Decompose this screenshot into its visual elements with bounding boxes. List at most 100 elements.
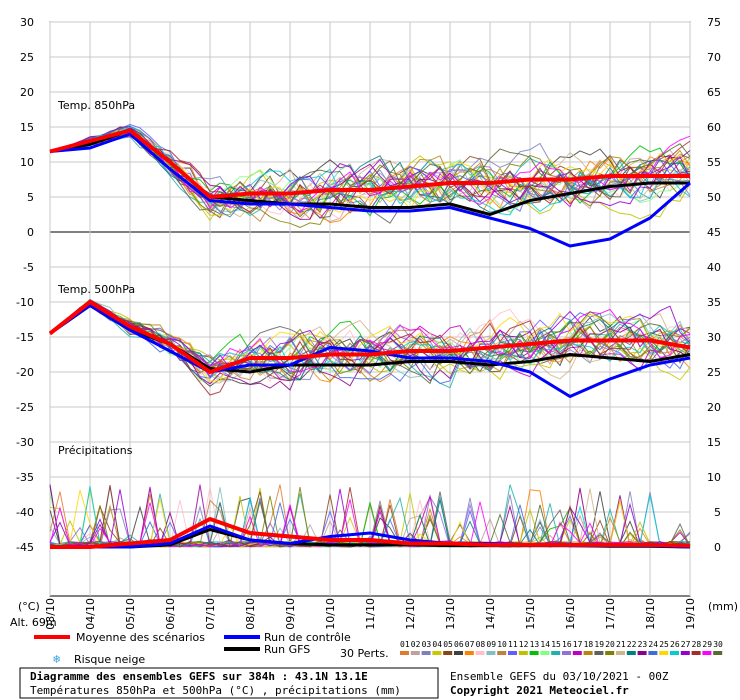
legend: Moyenne des scénarios Run de contrôle Ru… (34, 631, 723, 666)
pert-swatch (626, 651, 636, 655)
right-tick-label: 35 (707, 296, 721, 309)
x-tick-label: 18/10 (644, 598, 657, 630)
pert-number: 18 (584, 640, 594, 649)
left-tick-label: -10 (16, 296, 34, 309)
left-tick-label: 20 (20, 86, 34, 99)
left-tick-label: -5 (23, 261, 34, 274)
pert-number: 08 (476, 640, 486, 649)
right-tick-label: 30 (707, 331, 721, 344)
series-line-t500 (48, 300, 691, 374)
pert-swatch (605, 651, 615, 655)
left-unit-label: (°C) (18, 600, 40, 613)
pert-swatch (637, 651, 647, 655)
pert-number: 19 (594, 640, 604, 649)
pert-swatch (691, 651, 701, 655)
perturbation-line (49, 126, 691, 216)
x-tick-label: 09/10 (284, 598, 297, 630)
left-tick-label: 30 (20, 16, 34, 29)
pert-number: 02 (411, 640, 421, 649)
x-tick-label: 08/10 (244, 598, 257, 630)
pert-swatch (432, 651, 442, 655)
x-tick-label: 14/10 (484, 598, 497, 630)
left-tick-label: 25 (20, 51, 34, 64)
pert-swatch (475, 651, 485, 655)
x-tick-label: 13/10 (444, 598, 457, 630)
x-tick-label: 11/10 (364, 598, 377, 630)
pert-number: 06 (454, 640, 464, 649)
footer-subtitle: Températures 850hPa et 500hPa (°C) , pré… (30, 684, 401, 697)
pert-swatch (616, 651, 625, 655)
pert-number: 17 (573, 640, 583, 649)
x-tick-label: 17/10 (604, 598, 617, 630)
left-tick-label: 5 (27, 191, 34, 204)
right-tick-label: 5 (714, 506, 721, 519)
x-tick-label: 03/10 (44, 598, 57, 630)
perturbation-line (49, 132, 691, 213)
pert-swatch (702, 651, 712, 655)
footer-title: Diagramme des ensembles GEFS sur 384h : … (30, 670, 368, 683)
right-tick-label: 55 (707, 156, 721, 169)
footer-run: Ensemble GEFS du 03/10/2021 - 00Z (450, 670, 669, 683)
left-tick-label: 10 (20, 156, 34, 169)
pert-number: 03 (422, 640, 432, 649)
left-tick-label: -40 (16, 506, 34, 519)
pert-number: 26 (670, 640, 680, 649)
pert-swatch (648, 651, 658, 655)
pert-number: 07 (465, 640, 475, 649)
footer-box (19, 667, 439, 699)
perturbation-legend: 01 02 03 04 05 06 07 08 09 10 11 12 13 14 15 16 17 18 19 20… (400, 640, 723, 655)
right-tick-label: 40 (707, 261, 721, 274)
perturbation-line (49, 301, 691, 382)
left-tick-label: -35 (16, 471, 34, 484)
pert-number: 11 (508, 640, 518, 649)
perturbation-line (49, 499, 691, 548)
pert-number: 15 (551, 640, 561, 649)
footer-copyright: Copyright 2021 Meteociel.fr (450, 684, 629, 697)
x-tick-label: 10/10 (324, 598, 337, 630)
left-tick-label: -30 (16, 436, 34, 449)
pert-number: 29 (702, 640, 712, 649)
pert-number: 22 (627, 640, 637, 649)
pert-number: 10 (497, 640, 507, 649)
pert-swatch (497, 651, 507, 655)
pert-swatch (410, 651, 420, 655)
pert-swatch (529, 651, 539, 655)
pert-swatch (486, 651, 496, 655)
x-tick-label: 16/10 (564, 598, 577, 630)
left-tick-label: 15 (20, 121, 34, 134)
perturbation-line (49, 305, 691, 384)
x-tick-label: 15/10 (524, 598, 537, 630)
pert-swatch (670, 651, 679, 655)
legend-control-label: Run de contrôle (264, 631, 351, 644)
x-tick-label: 04/10 (84, 598, 97, 630)
pert-number: 05 (443, 640, 453, 649)
pert-swatch (518, 651, 528, 655)
pert-swatch (464, 651, 474, 655)
left-tick-label: -25 (16, 401, 34, 414)
pert-number: 30 (713, 640, 723, 649)
pert-swatch (551, 651, 561, 655)
pert-number: 16 (562, 640, 572, 649)
pert-swatch (400, 651, 409, 655)
pert-number: 23 (638, 640, 648, 649)
right-tick-label: 70 (707, 51, 721, 64)
pert-swatch (680, 651, 690, 655)
series-line-t500 (49, 304, 691, 398)
legend-snow-label: Risque neige (74, 653, 145, 666)
pert-swatch (594, 651, 604, 655)
pert-number: 24 (648, 640, 658, 649)
right-tick-label: 10 (707, 471, 721, 484)
panel-label-precip: Précipitations (58, 444, 133, 457)
legend-gfs-label: Run GFS (264, 643, 310, 656)
right-tick-label: 25 (707, 366, 721, 379)
pert-swatch (508, 651, 517, 655)
pert-swatch (421, 651, 431, 655)
pert-number: 25 (659, 640, 669, 649)
perturbation-line (49, 130, 691, 214)
series-line-t850 (49, 128, 690, 199)
perturbation-line (49, 126, 691, 228)
pert-swatch (572, 651, 582, 655)
x-tick-label: 07/10 (204, 598, 217, 630)
panel-label-t850: Temp. 850hPa (57, 99, 135, 112)
